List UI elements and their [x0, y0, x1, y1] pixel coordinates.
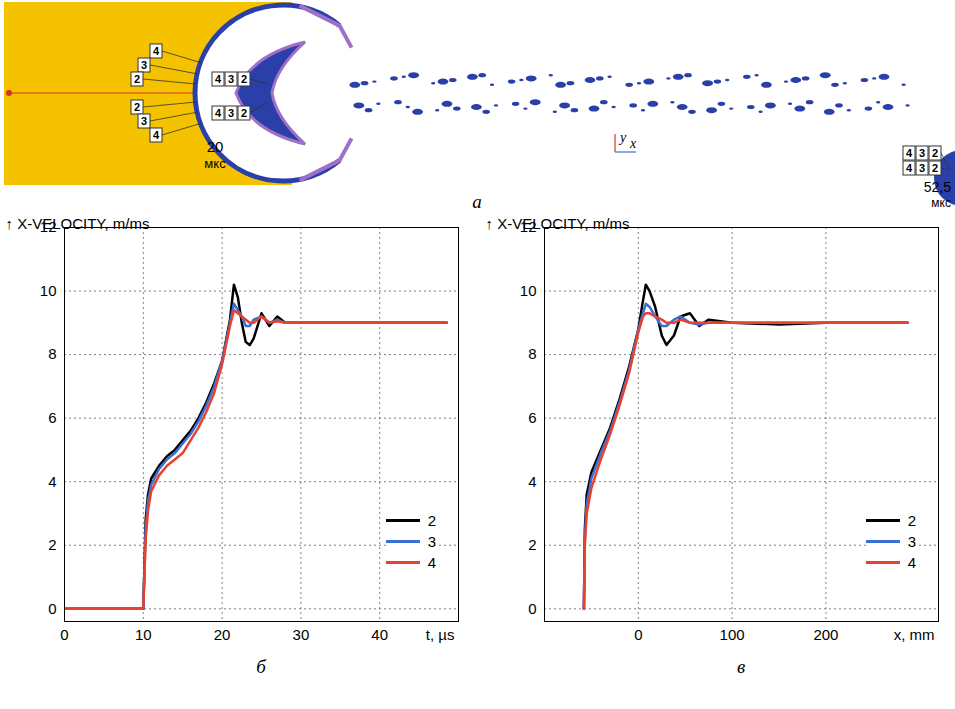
svg-text:2: 2: [241, 73, 247, 85]
svg-text:4: 4: [906, 162, 913, 174]
svg-text:40: 40: [371, 626, 388, 643]
svg-text:10: 10: [135, 626, 152, 643]
svg-text:а: а: [472, 191, 482, 212]
svg-text:t, µs: t, µs: [426, 626, 455, 643]
svg-text:3: 3: [141, 59, 147, 71]
svg-text:2: 2: [528, 536, 536, 553]
svg-text:8: 8: [528, 345, 536, 362]
svg-text:3: 3: [141, 115, 147, 127]
svg-text:4: 4: [906, 147, 913, 159]
svg-text:x: x: [629, 136, 637, 151]
svg-text:6: 6: [528, 409, 536, 426]
svg-text:3: 3: [919, 147, 925, 159]
html-text:б: б: [256, 656, 266, 677]
svg-text:20: 20: [207, 138, 224, 155]
svg-text:0: 0: [528, 600, 536, 617]
svg-text:2: 2: [134, 73, 140, 85]
svg-text:4: 4: [153, 129, 160, 141]
svg-text:100: 100: [720, 626, 745, 643]
svg-text:4: 4: [528, 472, 536, 489]
html-text:4: 4: [907, 554, 916, 571]
svg-text:20: 20: [214, 626, 231, 643]
svg-text:10: 10: [520, 282, 537, 299]
svg-text:мкс: мкс: [931, 196, 951, 210]
svg-text:0: 0: [60, 626, 68, 643]
svg-text:0: 0: [634, 626, 642, 643]
svg-text:4: 4: [215, 73, 222, 85]
svg-text:30: 30: [293, 626, 310, 643]
html-text:2: 2: [907, 512, 916, 529]
svg-text:↑ X-VELOCITY, m/ms: ↑ X-VELOCITY, m/ms: [486, 215, 630, 232]
svg-text:4: 4: [48, 472, 56, 489]
svg-text:мкс: мкс: [204, 156, 226, 171]
svg-text:x, mm: x, mm: [894, 626, 935, 643]
svg-text:4: 4: [215, 107, 222, 119]
svg-text:3: 3: [228, 107, 234, 119]
html-text:в: в: [736, 656, 746, 677]
svg-text:3: 3: [919, 162, 925, 174]
svg-text:0: 0: [48, 600, 56, 617]
svg-text:200: 200: [813, 626, 838, 643]
svg-text:52,5: 52,5: [924, 179, 951, 195]
html-text:3: 3: [427, 533, 436, 550]
svg-text:8: 8: [48, 345, 56, 362]
html-text:4: 4: [427, 554, 436, 571]
html-text:2: 2: [427, 512, 436, 529]
svg-text:4: 4: [153, 45, 160, 57]
svg-text:6: 6: [48, 409, 56, 426]
svg-text:3: 3: [228, 73, 234, 85]
svg-text:2: 2: [134, 101, 140, 113]
svg-text:10: 10: [40, 282, 57, 299]
svg-text:y: y: [618, 130, 627, 145]
svg-text:2: 2: [932, 162, 938, 174]
svg-text:2: 2: [932, 147, 938, 159]
html-text:3: 3: [907, 533, 916, 550]
svg-text:2: 2: [241, 107, 247, 119]
svg-text:↑ X-VELOCITY, m/ms: ↑ X-VELOCITY, m/ms: [6, 215, 150, 232]
svg-text:2: 2: [48, 536, 56, 553]
